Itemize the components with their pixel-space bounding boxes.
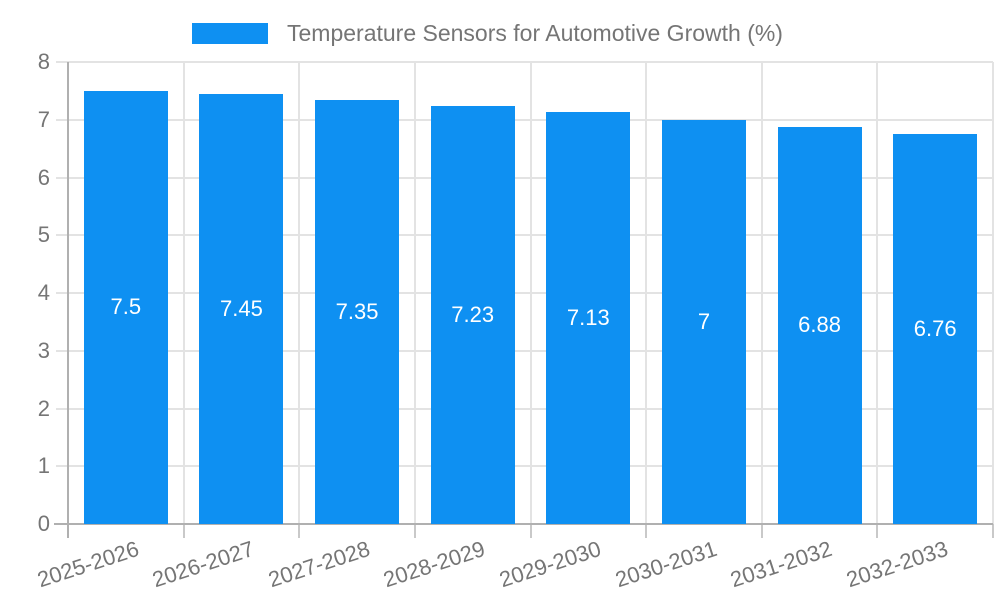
bar[interactable] — [777, 126, 862, 524]
x-tick-label: 2031-2032 — [727, 536, 836, 593]
y-tick-label: 7 — [37, 106, 50, 132]
y-tick-label: 6 — [37, 164, 50, 190]
legend-swatch-icon — [192, 23, 268, 44]
gridline-vertical — [413, 62, 416, 524]
gridline-horizontal — [56, 234, 993, 237]
x-tick-mark — [645, 524, 648, 538]
legend-label: Temperature Sensors for Automotive Growt… — [287, 20, 783, 46]
bar[interactable] — [83, 90, 168, 524]
gridline-vertical — [298, 62, 301, 524]
bar[interactable] — [661, 119, 746, 524]
bar-value-label: 7.5 — [110, 294, 142, 320]
x-tick-mark — [876, 524, 879, 538]
x-tick-label: 2029-2030 — [496, 536, 605, 593]
x-tick-mark — [529, 524, 532, 538]
gridline-vertical — [760, 62, 763, 524]
x-tick-label: 2026-2027 — [149, 536, 258, 593]
x-tick-mark — [298, 524, 301, 538]
y-tick-label: 3 — [37, 337, 50, 363]
gridline-vertical — [645, 62, 648, 524]
bar-value-label: 7.23 — [451, 302, 495, 328]
bar-value-label: 6.88 — [798, 312, 841, 338]
bar[interactable] — [430, 106, 515, 524]
bar-value-label: 7.45 — [220, 295, 263, 321]
bar-value-label: 7.13 — [566, 305, 610, 331]
gridline-horizontal — [56, 465, 993, 468]
y-tick-label: 8 — [37, 49, 50, 74]
gridline-vertical — [876, 62, 879, 524]
bar[interactable] — [893, 133, 978, 524]
x-tick-label: 2032-2033 — [843, 536, 951, 593]
bar-value-label: 7 — [697, 308, 711, 334]
y-tick-label: 1 — [37, 453, 50, 479]
x-axis-line — [54, 523, 993, 525]
x-tick-mark — [760, 524, 763, 538]
bar[interactable] — [315, 99, 400, 524]
gridline-vertical — [182, 62, 185, 524]
legend: Temperature Sensors for Automotive Growt… — [192, 20, 783, 47]
x-tick-label: 2028-2029 — [380, 536, 489, 593]
gridline-horizontal — [56, 118, 993, 121]
y-tick-label: 2 — [37, 395, 50, 421]
bar[interactable] — [199, 93, 284, 524]
x-tick-mark — [182, 524, 185, 538]
gridline-horizontal — [56, 407, 993, 410]
gridline-horizontal — [56, 176, 993, 179]
gridline-horizontal — [56, 349, 993, 352]
x-tick-label: 2025-2026 — [33, 536, 142, 593]
x-tick-label: 2027-2028 — [264, 536, 373, 593]
gridline-vertical — [992, 62, 994, 524]
y-axis-line — [67, 62, 69, 538]
bar-value-label: 7.35 — [335, 298, 379, 324]
x-tick-label: 2030-2031 — [611, 536, 720, 593]
gridline-vertical — [529, 62, 532, 524]
x-tick-mark — [992, 524, 994, 538]
x-tick-mark — [413, 524, 416, 538]
y-tick-label: 4 — [37, 280, 50, 305]
gridline-horizontal — [56, 61, 993, 63]
y-tick-label: 0 — [37, 511, 50, 536]
bar-value-label: 6.76 — [913, 315, 957, 341]
gridline-horizontal — [56, 292, 993, 294]
bar[interactable] — [546, 112, 631, 524]
y-tick-label: 5 — [37, 222, 50, 248]
